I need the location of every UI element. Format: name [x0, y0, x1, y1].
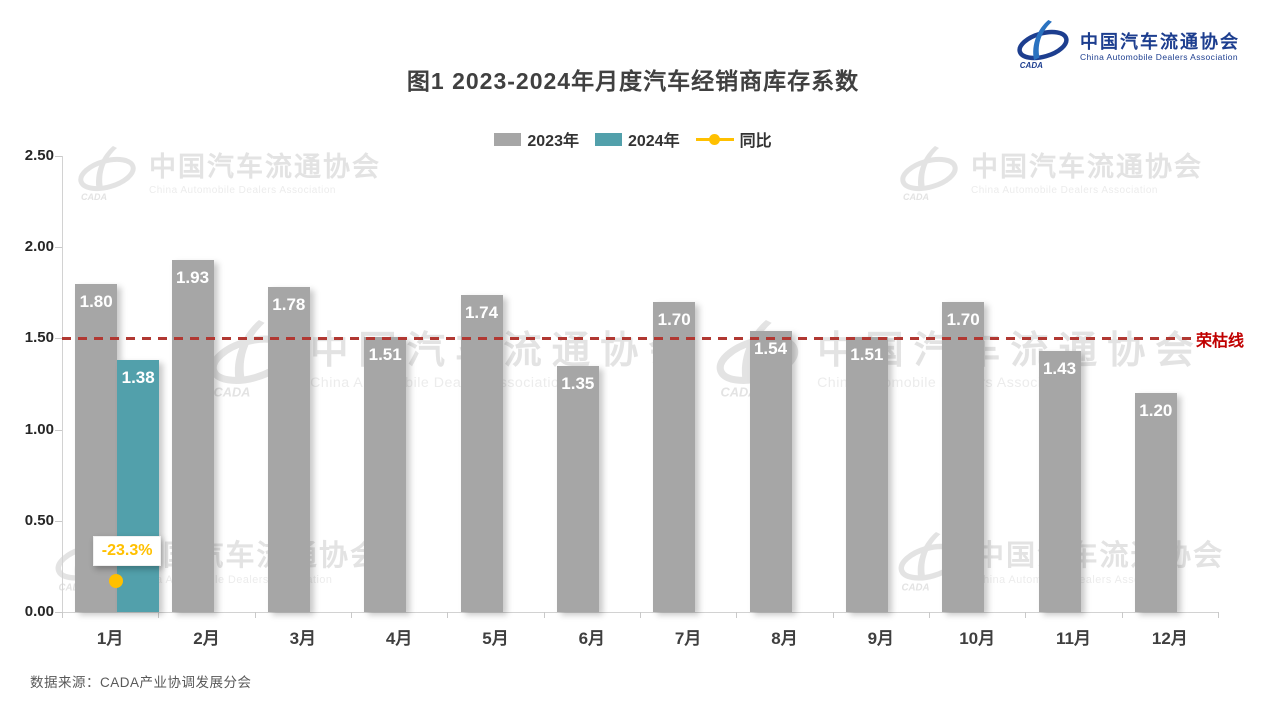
reference-line: [62, 337, 1192, 341]
bar-2023-9月: [845, 336, 888, 612]
legend-label-yoy: 同比: [739, 133, 772, 150]
reference-line-label: 荣枯线: [1196, 333, 1245, 351]
y-axis-tick: [55, 429, 62, 431]
yoy-value-callout: -23.3%: [93, 536, 162, 566]
y-axis-tick: [55, 520, 62, 522]
bar-value-label: 1.78: [272, 295, 306, 315]
bar-2023-8月: [749, 331, 792, 612]
bar-2023-11月: [1038, 351, 1081, 612]
x-axis-tick: [640, 612, 641, 618]
bar-2023-3月: [267, 287, 310, 612]
bar-value-label: 1.38: [121, 368, 155, 388]
bar-2023-6月: [556, 365, 599, 612]
bar-value-label: 1.54: [753, 339, 788, 359]
x-axis-label: 6月: [578, 629, 606, 648]
x-axis-tick: [62, 612, 63, 618]
x-axis-tick: [832, 612, 834, 618]
cada-logo: CADA 中国汽车流通协会 China Automobile Dealers A…: [1014, 20, 1240, 75]
bar-value-label: 1.70: [657, 309, 691, 329]
y-axis-tick: [55, 612, 62, 613]
y-axis-label: 0.50: [24, 511, 54, 529]
bar-2023-5月: [460, 294, 503, 612]
y-axis-line: [62, 156, 63, 612]
x-axis-tick: [1025, 612, 1027, 618]
legend-item-2024[interactable]: 2024年: [594, 127, 680, 151]
bar-2024-1月: [117, 360, 160, 612]
bar-value-label: 1.51: [368, 344, 402, 364]
data-source-note: 数据来源：CADA产业协调发展分会: [30, 675, 252, 690]
x-axis-label: 2月: [193, 629, 220, 648]
y-axis-label: 2.00: [24, 238, 54, 256]
svg-text:CADA: CADA: [901, 582, 929, 592]
x-axis-tick: [736, 612, 738, 618]
y-axis-tick: [55, 338, 62, 340]
logo-org-name-en: China Automobile Dealers Association: [1080, 51, 1239, 62]
chart-legend: 2023年 2024年 同比: [0, 127, 1266, 151]
x-axis-tick: [543, 612, 545, 618]
svg-text:CADA: CADA: [903, 192, 929, 202]
bar-value-label: 1.20: [1139, 401, 1173, 421]
bar-2023-4月: [364, 336, 407, 612]
legend-item-2023[interactable]: 2023年: [494, 127, 579, 151]
cada-swoosh-icon: CADA: [1014, 20, 1072, 75]
svg-text:CADA: CADA: [1020, 61, 1043, 70]
legend-label-2023: 2023年: [527, 133, 579, 150]
x-axis-label: 8月: [771, 629, 798, 648]
y-axis-tick: [55, 247, 62, 249]
y-axis-tick: [55, 156, 62, 157]
x-axis-label: 10月: [959, 629, 996, 648]
x-axis-tick: [447, 612, 449, 618]
bar-2023-10月: [942, 301, 985, 612]
x-axis-tick: [254, 612, 256, 618]
x-axis-label: 12月: [1151, 629, 1188, 648]
x-axis-label: 3月: [289, 629, 317, 648]
legend-yoy-marker-icon: [695, 133, 734, 146]
legend-item-yoy[interactable]: 同比: [695, 127, 772, 151]
y-axis-label: 1.50: [24, 329, 54, 347]
y-axis-label: 2.50: [24, 147, 54, 164]
chart-title: 图1 2023-2024年月度汽车经销商库存系数: [406, 68, 860, 94]
x-axis-tick: [158, 612, 160, 618]
x-axis-label: 1月: [96, 629, 124, 648]
bar-value-label: 1.51: [850, 344, 884, 364]
bar-2023-7月: [653, 301, 696, 612]
bar-value-label: 1.80: [79, 291, 113, 311]
bar-2023-2月: [171, 259, 214, 612]
logo-org-name-zh: 中国汽车流通协会: [1080, 32, 1240, 53]
legend-label-2024: 2024年: [627, 133, 680, 150]
svg-text:CADA: CADA: [81, 192, 107, 202]
bar-value-label: 1.70: [946, 309, 980, 329]
x-axis-tick: [1218, 612, 1219, 618]
legend-swatch-2024: [594, 132, 622, 146]
y-axis-label: 1.00: [24, 420, 54, 438]
x-axis-tick: [1121, 612, 1123, 618]
x-axis-label: 7月: [674, 629, 702, 648]
x-axis-label: 9月: [867, 629, 895, 648]
bar-value-label: 1.74: [464, 302, 499, 322]
bar-value-label: 1.43: [1042, 359, 1077, 379]
y-axis-label: 0.00: [24, 603, 54, 620]
x-axis-label: 4月: [385, 629, 413, 648]
bar-value-label: 1.93: [175, 267, 210, 287]
svg-text:CADA: CADA: [214, 385, 251, 400]
x-axis-label: 11月: [1056, 629, 1091, 648]
legend-swatch-2023: [494, 132, 522, 146]
x-axis-label: 5月: [482, 629, 509, 648]
x-axis-tick: [929, 612, 930, 618]
x-axis-tick: [351, 612, 352, 618]
bar-value-label: 1.35: [561, 373, 595, 393]
bar-2023-12月: [1134, 393, 1177, 612]
